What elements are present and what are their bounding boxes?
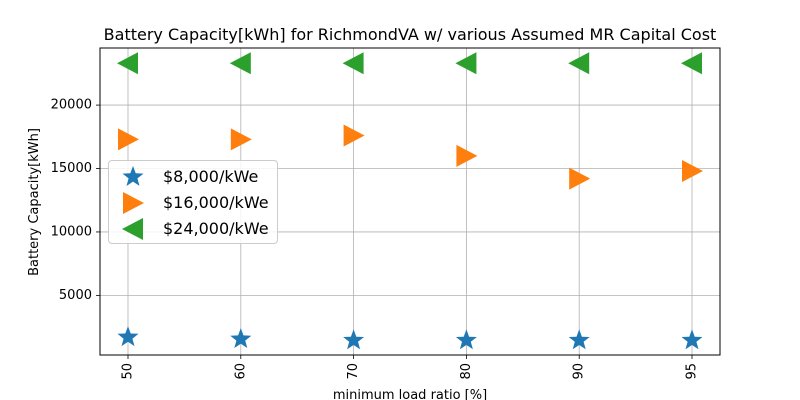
triangle-right-marker-icon xyxy=(123,192,144,214)
data-point-star xyxy=(230,328,252,348)
data-point-triangle-left xyxy=(229,52,251,75)
data-markers xyxy=(117,52,703,350)
y-tick-label: 5000 xyxy=(59,288,92,303)
x-tick-label: 80 xyxy=(459,363,474,380)
legend-item-series-2: $16,000/kWe xyxy=(109,191,277,215)
legend: $8,000/kWe $16,000/kWe $24,000/kWe xyxy=(108,160,278,244)
x-tick-label: 90 xyxy=(572,363,587,380)
axis-ticks: 50 60 70 80 90 95 5000 10000 15000 20000 xyxy=(51,98,700,380)
data-point-triangle-right xyxy=(456,144,478,167)
y-tick-label: 15000 xyxy=(51,161,92,176)
legend-item-series-3: $24,000/kWe xyxy=(109,217,277,241)
x-tick-label: 50 xyxy=(121,363,136,380)
data-point-star xyxy=(568,329,590,350)
data-point-triangle-right xyxy=(118,128,139,151)
star-marker-icon xyxy=(122,166,144,186)
data-point-star xyxy=(681,329,703,350)
triangle-left-marker-icon xyxy=(122,218,143,240)
legend-label: $24,000/kWe xyxy=(163,219,269,238)
legend-item-series-1: $8,000/kWe xyxy=(109,165,277,189)
data-point-triangle-left xyxy=(117,52,138,75)
data-point-star xyxy=(117,326,139,347)
triangle-left-marker-icon xyxy=(122,218,143,240)
data-point-triangle-right xyxy=(230,128,252,151)
data-point-triangle-left xyxy=(455,52,477,75)
chart-title: Battery Capacity[kWh] for RichmondVA w/ … xyxy=(104,25,717,44)
y-axis-label: Battery Capacity[kWh] xyxy=(27,128,42,276)
legend-label: $16,000/kWe xyxy=(163,193,269,212)
data-point-star xyxy=(455,329,477,350)
legend-label: $8,000/kWe xyxy=(163,167,259,186)
x-tick-label: 60 xyxy=(233,363,248,380)
star-marker-icon xyxy=(122,166,144,186)
plot-area xyxy=(99,47,721,356)
data-point-triangle-right xyxy=(682,160,703,183)
data-point-triangle-left xyxy=(681,52,702,75)
x-tick-label: 95 xyxy=(685,363,700,380)
y-tick-label: 20000 xyxy=(51,98,92,113)
data-point-star xyxy=(343,329,365,350)
data-point-triangle-left xyxy=(568,52,590,75)
x-axis-label: minimum load ratio [%] xyxy=(333,388,487,400)
data-point-triangle-left xyxy=(342,52,364,75)
data-point-triangle-right xyxy=(569,167,591,190)
x-tick-label: 70 xyxy=(346,363,361,380)
data-point-triangle-right xyxy=(343,124,365,147)
triangle-right-marker-icon xyxy=(123,192,144,214)
y-tick-label: 10000 xyxy=(51,224,92,239)
